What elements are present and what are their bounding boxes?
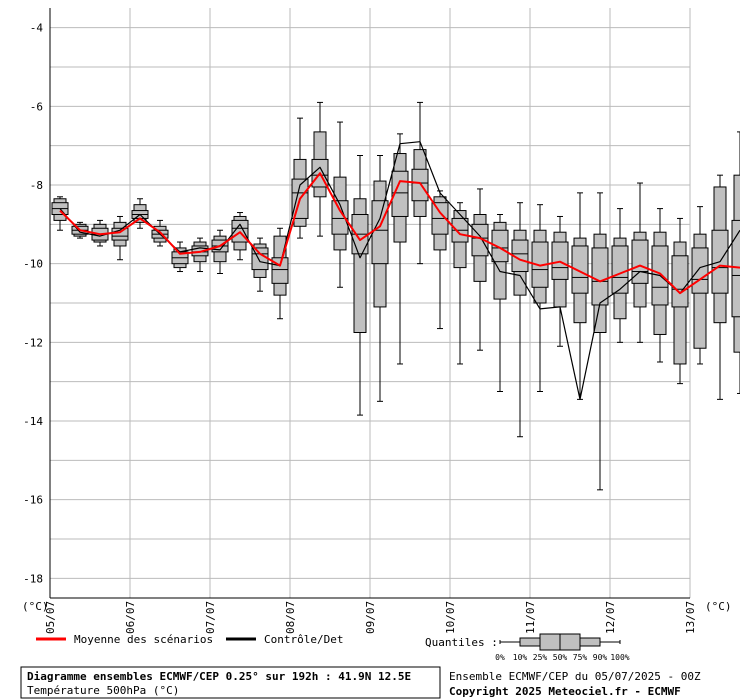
x-tick-label: 05/07: [44, 601, 57, 634]
boxplot: [711, 174, 729, 400]
y-tick-label: -12: [23, 336, 43, 349]
quantile-tick-label: 100%: [610, 653, 629, 662]
box-p25-p75: [671, 255, 689, 308]
y-tick-label: -16: [23, 494, 43, 507]
x-tick-label: 08/07: [284, 601, 297, 634]
unit-right: (°C): [705, 600, 732, 613]
boxplot: [691, 206, 709, 365]
title-sub: Température 500hPa (°C): [27, 684, 179, 697]
legend-mean-label: Moyenne des scénarios: [74, 633, 213, 646]
legend-control-label: Contrôle/Det: [264, 633, 343, 646]
unit-left: (°C): [22, 600, 49, 613]
x-tick-label: 06/07: [124, 601, 137, 634]
y-tick-label: -4: [30, 22, 44, 35]
boxplot: [511, 202, 529, 438]
legend-quantiles-label: Quantiles :: [425, 636, 498, 649]
x-tick-label: 10/07: [444, 601, 457, 634]
title-main: Diagramme ensembles ECMWF/CEP 0.25° sur …: [27, 670, 411, 683]
box-p25-p75: [111, 227, 129, 241]
boxplot: [271, 227, 289, 320]
box-p25-p75: [691, 247, 709, 294]
boxplot: [571, 192, 589, 400]
y-tick-label: -8: [30, 179, 43, 192]
boxplot: [331, 121, 349, 288]
box-p25-p75: [571, 245, 589, 294]
box-p25-p75: [731, 219, 740, 318]
copyright: Copyright 2025 Meteociel.fr - ECMWF: [449, 685, 681, 698]
x-tick-label: 12/07: [604, 601, 617, 634]
quantile-legend-box: 0% 10% 25% 50% 75% 90% 100%: [495, 633, 630, 662]
quantile-tick-label: 10%: [513, 653, 528, 662]
series-lines: [59, 141, 740, 400]
boxplot: [391, 133, 409, 365]
legend: Moyenne des scénarios Contrôle/Det Quant…: [36, 633, 630, 662]
boxplot: [471, 188, 489, 351]
title-box: [20, 666, 441, 699]
boxplot: [51, 196, 69, 231]
y-tick-label: -6: [30, 100, 43, 113]
x-tick-label: 07/07: [204, 601, 217, 634]
boxplot: [551, 215, 569, 347]
y-tick-labels: -4 -6 -8 -10 -12 -14 -16 -18: [23, 22, 43, 586]
quantile-tick-label: 75%: [573, 653, 588, 662]
boxplot: [491, 214, 509, 392]
y-tick-label: -18: [23, 572, 43, 585]
x-tick-labels: 05/07 06/07 07/07 08/07 09/07 10/07 11/07 12/07…: [44, 601, 697, 634]
quantile-tick-label: 90%: [593, 653, 608, 662]
y-tick-label: -10: [23, 258, 43, 271]
box-p25-p75: [491, 229, 509, 263]
x-tick-label: 09/07: [364, 601, 377, 634]
box-p25-p75: [591, 247, 609, 306]
box-p25-p75: [331, 200, 349, 235]
boxplot: [731, 131, 740, 394]
box-p25-p75: [371, 200, 389, 265]
run-info: Ensemble ECMWF/CEP du 05/07/2025 - 00Z: [449, 670, 701, 683]
boxplot: [611, 208, 629, 343]
quantile-tick-label: 25%: [533, 653, 548, 662]
boxplot: [451, 202, 469, 365]
box-p25-p75: [611, 245, 629, 294]
box-p25-p75: [391, 170, 409, 217]
x-tick-label: 13/07: [684, 601, 697, 634]
y-tick-label: -14: [23, 415, 43, 428]
quantile-tick-label: 50%: [553, 653, 568, 662]
boxplot: [671, 217, 689, 385]
mean-line: [59, 172, 740, 295]
x-tick-label: 11/07: [524, 601, 537, 634]
quantile-tick-label: 0%: [495, 653, 505, 662]
boxplot: [351, 155, 369, 416]
boxplot: [591, 192, 609, 491]
box-p25-p75: [411, 168, 429, 202]
